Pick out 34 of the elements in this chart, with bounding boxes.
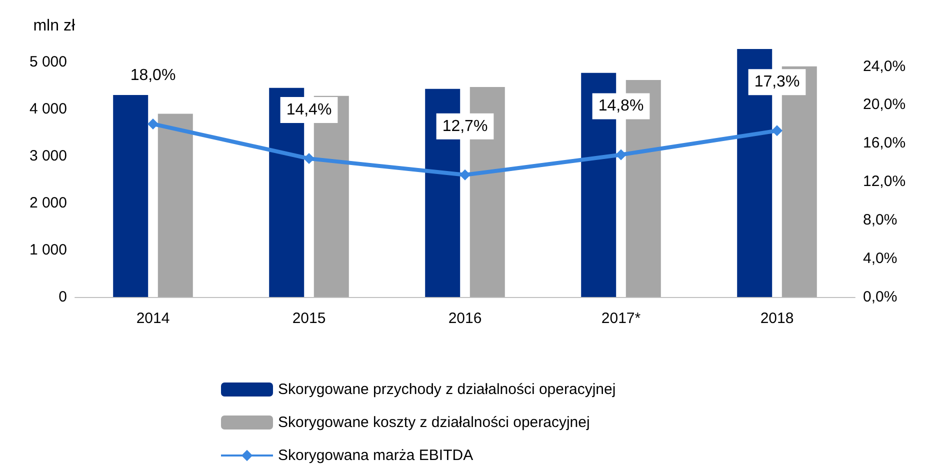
x-tick-label: 2014 bbox=[136, 310, 170, 327]
y2-tick-label: 0,0% bbox=[863, 288, 898, 306]
bar bbox=[158, 114, 193, 297]
data-label: 17,3% bbox=[754, 74, 800, 91]
y2-tick-label: 12,0% bbox=[863, 173, 906, 190]
x-tick-label: 2018 bbox=[760, 310, 794, 327]
y-tick-label: 0 bbox=[58, 288, 67, 306]
point bbox=[304, 153, 314, 164]
y-tick-label: 1 000 bbox=[29, 242, 67, 259]
y-axis-title: mln zł bbox=[33, 18, 76, 34]
y2-tick-label: 24,0% bbox=[863, 58, 906, 75]
y2-tick-label: 8,0% bbox=[863, 212, 898, 229]
point bbox=[616, 149, 626, 160]
data-label: 14,8% bbox=[598, 98, 644, 115]
data-label: 18,0% bbox=[130, 66, 176, 84]
x-tick-label: 2017* bbox=[601, 310, 641, 327]
point bbox=[460, 169, 470, 180]
y-tick-label: 5 000 bbox=[29, 54, 67, 71]
point bbox=[148, 118, 158, 130]
legend-label: Skorygowane koszty z działalności operacyjnej bbox=[278, 414, 590, 431]
x-tick-label: 2016 bbox=[448, 310, 482, 327]
data-label: 14,4% bbox=[286, 102, 332, 119]
point bbox=[772, 125, 782, 136]
y-tick-label: 2 000 bbox=[29, 194, 67, 212]
legend-label: Skorygowana marża EBITDA bbox=[278, 447, 474, 464]
bar bbox=[113, 94, 148, 297]
y-tick-label: 3 000 bbox=[29, 148, 67, 165]
y2-tick-label: 4,0% bbox=[863, 250, 898, 268]
x-tick-label: 2015 bbox=[292, 310, 326, 327]
y2-tick-label: 20,0% bbox=[863, 96, 906, 114]
data-label: 12,7% bbox=[442, 118, 488, 135]
legend-label: Skorygowane przychody z działalności operacyjnej bbox=[278, 381, 616, 398]
y2-tick-label: 16,0% bbox=[863, 134, 906, 152]
y-tick-label: 4 000 bbox=[29, 100, 67, 118]
